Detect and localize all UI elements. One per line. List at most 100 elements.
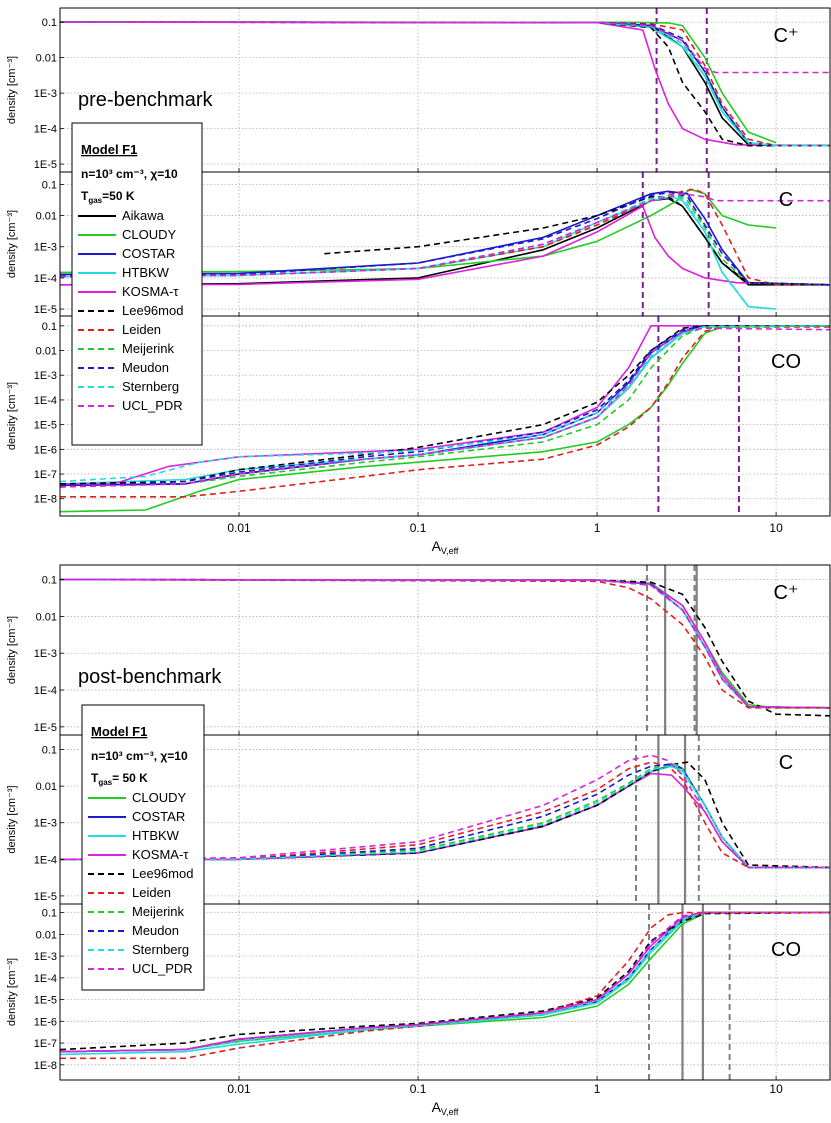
legend-item: Meudon bbox=[132, 923, 179, 938]
series-line-leiden bbox=[60, 578, 830, 709]
series-line-lee96mod bbox=[60, 578, 830, 717]
y-tick-label: 0.01 bbox=[36, 781, 57, 793]
legend-item: HTBKW bbox=[122, 265, 170, 280]
y-tick-label: 1E-6 bbox=[34, 1016, 57, 1028]
series-line-meijerink bbox=[60, 578, 830, 709]
y-tick-label: 1E-4 bbox=[34, 973, 57, 985]
x-axis-label: AV,eff bbox=[432, 1099, 459, 1117]
series-line-ucl-pdr bbox=[60, 193, 830, 278]
y-tick-label: 1E-8 bbox=[34, 494, 57, 506]
y-tick-label: 1E-6 bbox=[34, 444, 57, 456]
legend-item: Sternberg bbox=[132, 942, 189, 957]
legend-item: UCL_PDR bbox=[122, 398, 183, 413]
legend-title: Model F1 bbox=[81, 142, 137, 157]
y-tick-label: 0.01 bbox=[36, 611, 57, 623]
y-tick-label: 1E-3 bbox=[34, 370, 57, 382]
legend-item: KOSMA-τ bbox=[132, 847, 189, 862]
series-line-leiden bbox=[60, 911, 830, 1060]
panel-series-group bbox=[60, 188, 830, 310]
y-axis-label: density [cm⁻³] bbox=[6, 616, 18, 684]
species-label: C⁺ bbox=[774, 25, 799, 47]
series-line-cloudy bbox=[60, 578, 830, 709]
y-tick-label: 1E-5 bbox=[34, 159, 57, 171]
legend-item: Lee96mod bbox=[132, 866, 193, 881]
y-tick-label: 1E-4 bbox=[34, 124, 57, 136]
legend-item: Aikawa bbox=[122, 208, 165, 223]
x-axis-label-main: A bbox=[432, 538, 442, 554]
x-axis-label-sub: V,eff bbox=[441, 546, 459, 556]
legend-temp-sub: gas bbox=[88, 196, 102, 205]
y-axis-label: density [cm⁻³] bbox=[6, 958, 18, 1026]
y-tick-label: 0.1 bbox=[42, 179, 57, 191]
panel-series-group bbox=[60, 754, 830, 869]
y-tick-label: 1E-5 bbox=[34, 420, 57, 432]
series-line-costar bbox=[60, 578, 830, 709]
legend-item: KOSMA-τ bbox=[122, 284, 179, 299]
block-label: pre-benchmark bbox=[78, 89, 214, 111]
panel-frame bbox=[59, 903, 831, 1081]
y-tick-label: 1E-8 bbox=[34, 1060, 57, 1072]
y-axis-label: density [cm⁻³] bbox=[6, 382, 18, 450]
x-tick-label: 1 bbox=[594, 1082, 601, 1096]
legend-temp-value: = 50 K bbox=[112, 771, 148, 785]
y-tick-label: 0.1 bbox=[42, 745, 57, 757]
legend-temperature: Tgas=50 K bbox=[81, 189, 135, 205]
legend-item: COSTAR bbox=[132, 809, 185, 824]
legend-density: n=10³ cm⁻³, χ=10 bbox=[81, 167, 178, 181]
legend-title: Model F1 bbox=[91, 724, 147, 739]
x-tick-label: 0.1 bbox=[410, 1082, 427, 1096]
y-tick-label: 1E-3 bbox=[34, 951, 57, 963]
x-axis-label-sub: V,eff bbox=[441, 1107, 459, 1117]
y-tick-label: 1E-4 bbox=[34, 854, 57, 866]
legend-item: Meijerink bbox=[132, 904, 185, 919]
y-tick-label: 0.1 bbox=[42, 575, 57, 587]
legend-item: Meijerink bbox=[122, 341, 175, 356]
y-tick-label: 1E-5 bbox=[34, 995, 57, 1007]
panel-series-group bbox=[60, 911, 830, 1060]
series-line-kosma- bbox=[60, 578, 830, 709]
series-line-meijerink bbox=[60, 325, 830, 488]
y-tick-label: 1E-7 bbox=[34, 469, 57, 481]
legend-temp-symbol: T bbox=[81, 189, 89, 203]
legend-temp-sub: gas bbox=[98, 778, 112, 787]
series-line-ucl-pdr bbox=[60, 327, 830, 488]
series-line-kosma- bbox=[60, 205, 830, 286]
series-line-ucl-pdr bbox=[60, 911, 830, 1053]
y-tick-label: 0.1 bbox=[42, 908, 57, 920]
series-line-sternberg bbox=[60, 578, 830, 709]
y-tick-label: 1E-3 bbox=[34, 88, 57, 100]
x-axis-label: AV,eff bbox=[432, 538, 459, 556]
series-line-ucl-pdr bbox=[60, 578, 830, 709]
series-line-lee96mod bbox=[60, 325, 830, 485]
series-line-meudon bbox=[60, 578, 830, 709]
legend-item: CLOUDY bbox=[122, 227, 177, 242]
legend-temp-symbol: T bbox=[91, 771, 99, 785]
species-label: C bbox=[779, 752, 793, 774]
y-tick-label: 1E-5 bbox=[34, 722, 57, 734]
legend-temp-value: =50 K bbox=[102, 189, 135, 203]
legend-box bbox=[71, 122, 203, 446]
series-line-leiden bbox=[60, 188, 830, 286]
legend-item: Meudon bbox=[122, 360, 169, 375]
legend-item: HTBKW bbox=[132, 828, 180, 843]
panel-series-group bbox=[60, 578, 830, 717]
y-tick-label: 1E-3 bbox=[34, 818, 57, 830]
series-line-sternberg bbox=[60, 911, 830, 1053]
panel-series-group bbox=[60, 21, 830, 147]
series-line-meudon bbox=[60, 325, 830, 488]
legend-item: Leiden bbox=[132, 885, 171, 900]
y-tick-label: 1E-3 bbox=[34, 242, 57, 254]
x-tick-label: 10 bbox=[769, 521, 783, 535]
species-label: C⁺ bbox=[774, 582, 799, 604]
legend-item: Leiden bbox=[122, 322, 161, 337]
series-line-cloudy bbox=[60, 21, 777, 144]
y-tick-label: 1E-4 bbox=[34, 395, 57, 407]
series-line-htbkw bbox=[60, 578, 830, 709]
y-tick-label: 1E-5 bbox=[34, 304, 57, 316]
series-line-meudon bbox=[60, 191, 830, 286]
y-axis-label: density [cm⁻³] bbox=[6, 210, 18, 278]
species-label: CO bbox=[771, 939, 801, 961]
y-tick-label: 0.1 bbox=[42, 17, 57, 29]
species-label: C bbox=[779, 189, 793, 211]
x-tick-label: 0.01 bbox=[227, 1082, 251, 1096]
